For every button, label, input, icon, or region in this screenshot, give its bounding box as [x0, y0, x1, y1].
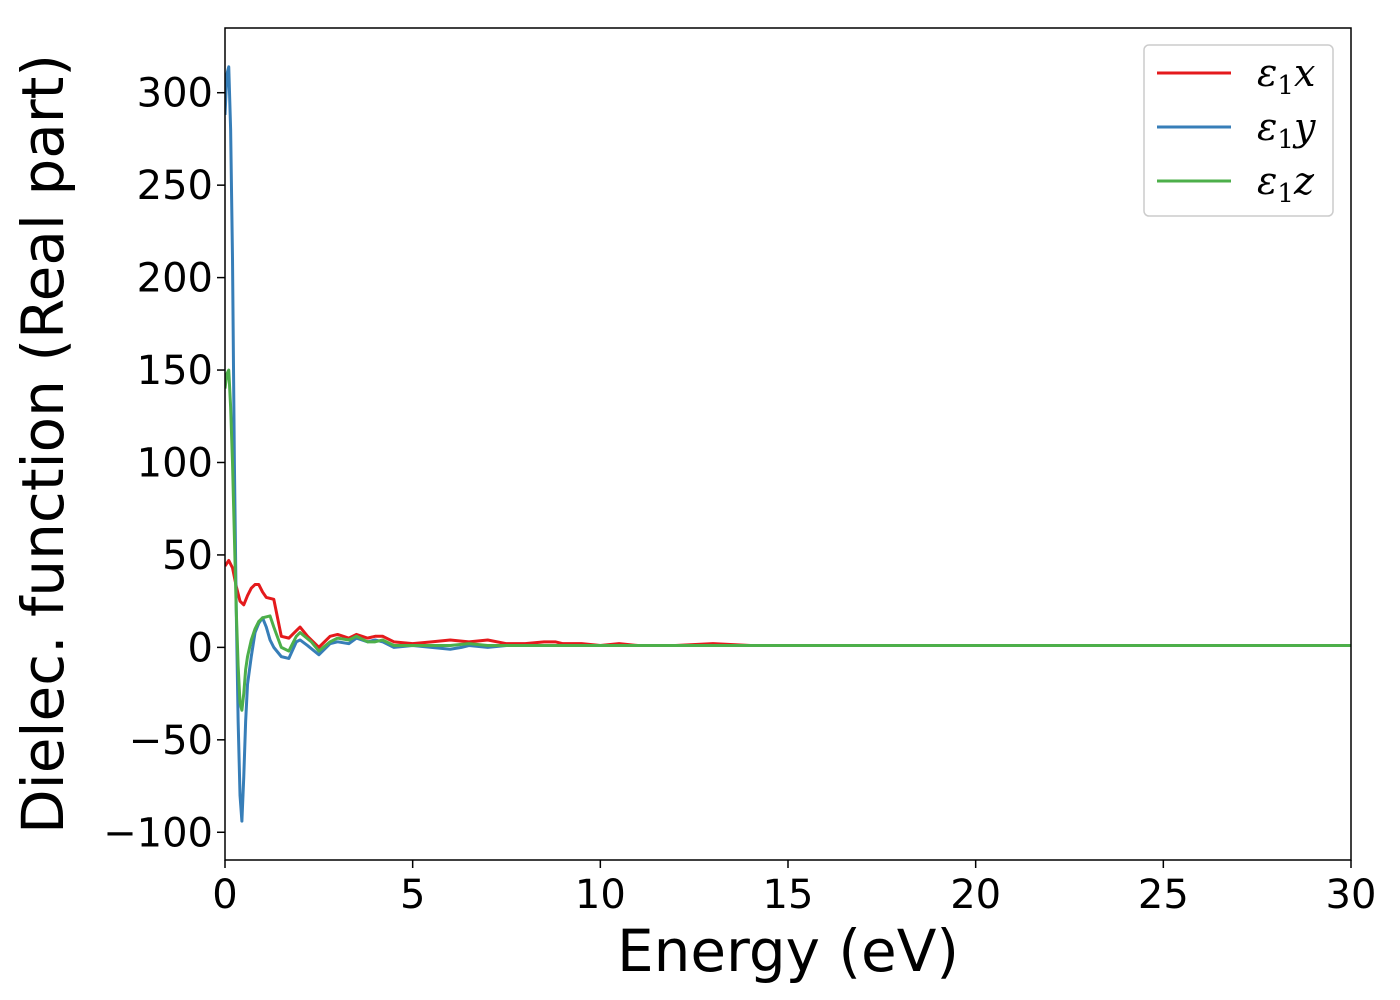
- y-tick-label: 100: [137, 440, 213, 486]
- y-tick-label: 0: [188, 625, 213, 671]
- legend-label-y: ε1y: [1257, 105, 1316, 155]
- legend-label-subscript: 1: [1277, 71, 1294, 101]
- x-tick-label: 15: [763, 872, 814, 918]
- legend-label-subscript: 1: [1277, 179, 1294, 209]
- x-tick-label: 0: [212, 872, 237, 918]
- legend-label-x: ε1x: [1257, 51, 1315, 101]
- legend-label-subscript: 1: [1277, 125, 1294, 155]
- x-tick-label: 5: [400, 872, 425, 918]
- legend-label-var: y: [1292, 105, 1316, 149]
- series-line-z: [225, 368, 1351, 712]
- legend-label-base: ε: [1257, 105, 1277, 149]
- x-tick-label: 30: [1326, 872, 1377, 918]
- y-axis-title: Dielec. function (Real part): [9, 54, 77, 834]
- y-tick-label: 250: [137, 163, 213, 209]
- y-tick-label: 200: [137, 256, 213, 302]
- legend-box: [1143, 44, 1334, 217]
- y-axis: −100 −50 0 50 100 150 200 250 300: [103, 71, 225, 856]
- legend-label-z: ε1z: [1257, 159, 1315, 209]
- legend-label-base: ε: [1257, 159, 1277, 203]
- y-tick-label: 150: [137, 348, 213, 394]
- x-tick-label: 25: [1138, 872, 1189, 918]
- y-tick-label: 300: [137, 71, 213, 117]
- legend-label-var: x: [1294, 51, 1315, 95]
- y-tick-label: 50: [162, 533, 213, 579]
- y-tick-label: −50: [129, 718, 213, 764]
- legend-label-base: ε: [1257, 51, 1277, 95]
- x-axis: 0 5 10 15 20 25 30: [212, 860, 1376, 918]
- series-layer: [225, 65, 1351, 823]
- x-axis-title: Energy (eV): [617, 917, 959, 985]
- legend-label-var: z: [1293, 159, 1315, 203]
- x-tick-label: 10: [575, 872, 626, 918]
- y-tick-label: −100: [103, 810, 213, 856]
- x-tick-label: 20: [950, 872, 1001, 918]
